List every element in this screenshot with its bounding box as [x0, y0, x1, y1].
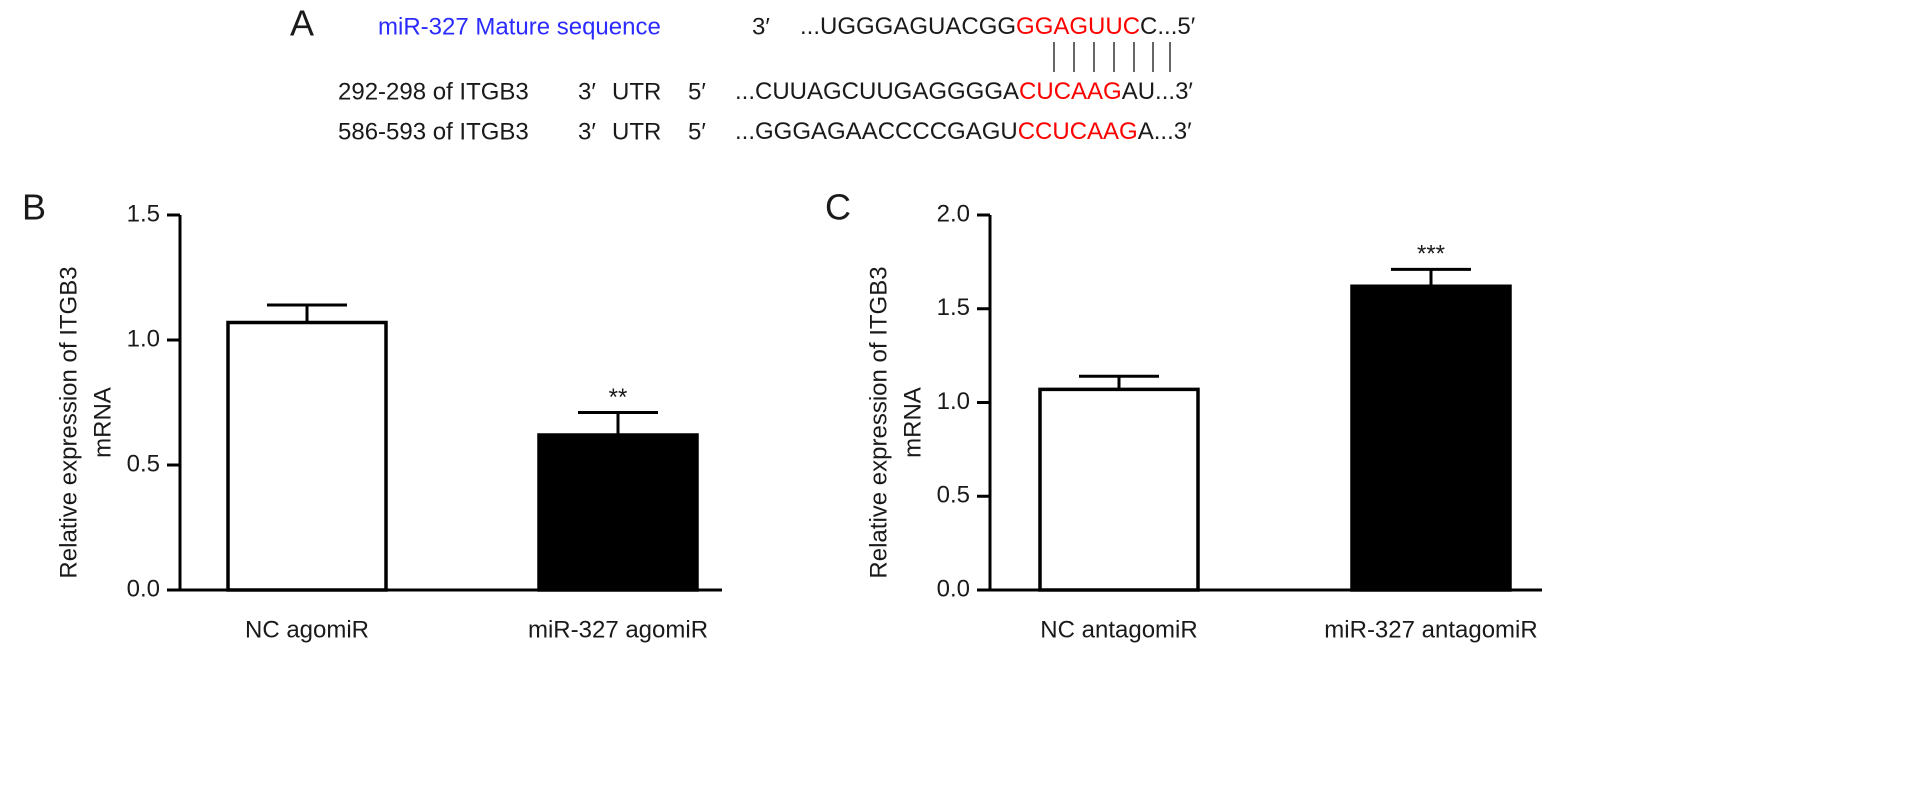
bar	[1038, 387, 1200, 592]
pairing-lines	[1053, 42, 1171, 72]
y-tick-label: 1.5	[127, 200, 160, 227]
seed-match: CCUCAAG	[1018, 118, 1138, 145]
x-tick-label: NC antagomiR	[1040, 616, 1197, 643]
bar	[1350, 284, 1512, 592]
panel-letter: A	[290, 3, 314, 44]
seed-match: GGAGUUC	[1016, 13, 1140, 40]
sequence-segment: AU...3′	[1122, 78, 1194, 105]
target-site: 586-593 of ITGB3	[338, 118, 529, 145]
mirna-name: miR-327 Mature sequence	[378, 13, 661, 40]
y-tick-label: 0.5	[127, 450, 160, 477]
y-axis-label: mRNA	[899, 387, 926, 458]
target-sequence: ...CUUAGCUUGAGGGGACUCAAGAU...3′	[735, 78, 1193, 105]
y-tick-label: 0.5	[937, 482, 970, 509]
strand-end: 5′	[688, 78, 706, 105]
sequence-segment: A...3′	[1138, 118, 1192, 145]
target-site: 292-298 of ITGB3	[338, 78, 529, 105]
y-tick-label: 1.5	[937, 294, 970, 321]
strand-end: 3′	[578, 118, 596, 145]
y-axis-label: Relative expression of ITGB3	[55, 266, 82, 578]
sequence-segment: ...UGGGAGUACGG	[800, 13, 1016, 40]
y-axis-label: Relative expression of ITGB3	[865, 266, 892, 578]
y-tick-label: 1.0	[127, 325, 160, 352]
strand-end: 5′	[688, 118, 706, 145]
utr-label: UTR	[612, 118, 661, 145]
significance-label: **	[609, 384, 628, 411]
y-tick-label: 0.0	[937, 575, 970, 602]
y-tick-label: 1.0	[937, 388, 970, 415]
utr-label: UTR	[612, 78, 661, 105]
seed-match: CUCAAG	[1019, 78, 1122, 105]
significance-label: ***	[1417, 241, 1445, 268]
y-tick-label: 0.0	[127, 575, 160, 602]
panel-letter: B	[22, 187, 46, 228]
x-tick-label: miR-327 antagomiR	[1324, 616, 1537, 643]
mature-sequence: ...UGGGAGUACGGGGAGUUCC...5′	[800, 13, 1196, 40]
bar	[226, 320, 388, 592]
target-rows: 292-298 of ITGB3 3′ UTR 5′ ...CUUAGCUUGAGGGG…	[338, 78, 1193, 145]
bar	[537, 433, 699, 592]
y-tick-label: 2.0	[937, 200, 970, 227]
sequence-segment: ...GGGAGAACCCCGAGU	[735, 118, 1018, 145]
x-tick-label: NC agomiR	[245, 616, 369, 643]
sequence-segment: ...CUUAGCUUGAGGGGA	[735, 78, 1019, 105]
panel-letter: C	[825, 187, 851, 228]
y-axis-label: mRNA	[89, 387, 116, 458]
strand-end: 3′	[578, 78, 596, 105]
target-sequence: ...GGGAGAACCCCGAGUCCUCAAGA...3′	[735, 118, 1192, 145]
sequence-segment: C...5′	[1140, 13, 1196, 40]
x-tick-label: miR-327 agomiR	[528, 616, 708, 643]
strand-end: 3′	[752, 13, 770, 40]
